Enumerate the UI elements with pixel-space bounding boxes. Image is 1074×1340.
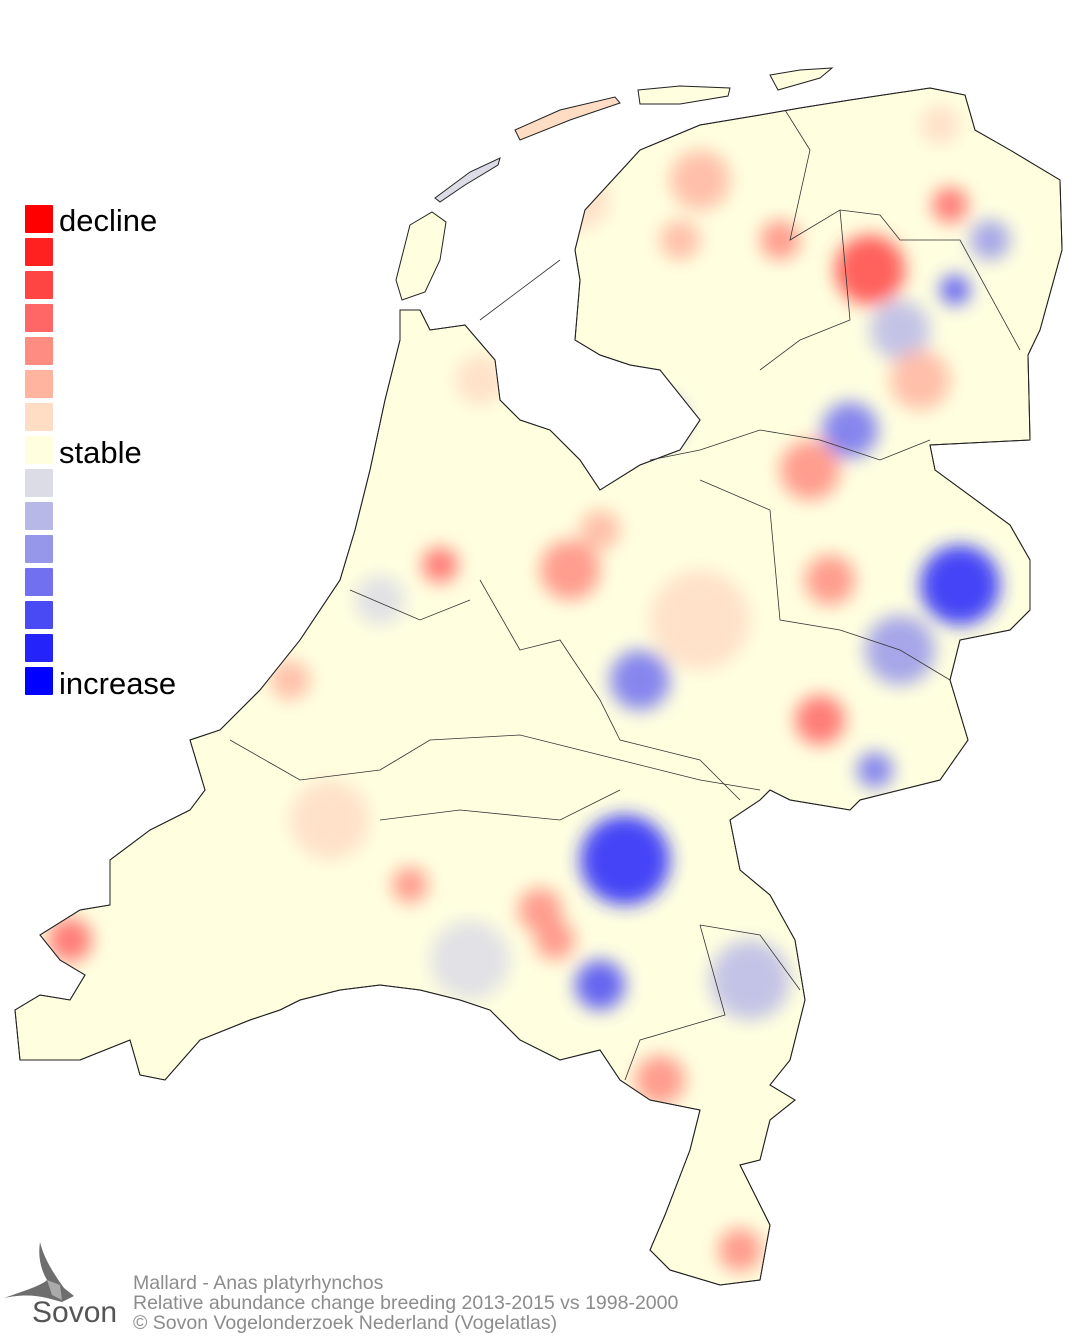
change-patch [575, 960, 625, 1010]
change-patch [580, 510, 620, 550]
legend-swatch [25, 271, 53, 299]
island-vlieland [434, 157, 501, 203]
sovon-logo-text: Sovon [32, 1296, 118, 1329]
legend-swatch [25, 634, 53, 662]
island-ameland [637, 85, 731, 105]
change-patch [422, 547, 458, 583]
change-patch [550, 170, 610, 230]
legend-swatch [25, 535, 53, 563]
sovon-swallow-logo-icon [4, 1242, 74, 1302]
change-patch [455, 355, 505, 405]
species-name: Mallard - Anas platyrhynchos [133, 1272, 384, 1294]
change-patch [610, 650, 670, 710]
legend-swatch [25, 502, 53, 530]
change-patch [290, 780, 370, 860]
change-patch [535, 920, 575, 960]
change-patch [355, 575, 405, 625]
legend-label-increase: increase [59, 666, 177, 701]
change-patch [870, 300, 930, 360]
change-patch [920, 105, 960, 145]
change-patch [932, 187, 968, 223]
change-patch [920, 545, 1000, 625]
legend-swatch [25, 370, 53, 398]
change-patch [650, 570, 750, 670]
change-patch [857, 752, 893, 788]
change-patch [795, 695, 845, 745]
island-texel [395, 211, 447, 301]
change-patch [822, 402, 878, 458]
change-patch [635, 1055, 685, 1105]
change-patch [48, 918, 92, 962]
change-patch [710, 940, 790, 1020]
change-patch [970, 220, 1010, 260]
change-patch [670, 150, 730, 210]
island-terschelling [514, 96, 621, 141]
legend-swatch [25, 304, 53, 332]
map-description: Relative abundance change breeding 2013-… [133, 1292, 679, 1314]
legend-swatch [25, 238, 53, 266]
legend-swatch [25, 403, 53, 431]
island-schiermonnikoog [769, 67, 834, 91]
legend-swatch [25, 205, 53, 233]
change-patch [835, 235, 905, 305]
copyright: © Sovon Vogelonderzoek Nederland (Vogela… [133, 1312, 558, 1334]
change-patch [635, 395, 685, 445]
legend-swatch [25, 667, 53, 695]
change-patch [430, 920, 510, 1000]
change-patch [940, 275, 970, 305]
change-patch [760, 220, 800, 260]
legend-swatch [25, 601, 53, 629]
legend-label-stable: stable [59, 435, 142, 470]
legend-swatch [25, 568, 53, 596]
change-patch [660, 220, 700, 260]
map-caption: Mallard - Anas platyrhynchos Relative ab… [133, 1273, 678, 1333]
province-borders [229, 109, 1021, 1081]
change-patch [718, 1228, 762, 1272]
legend-swatch [25, 337, 53, 365]
change-patch [270, 660, 310, 700]
legend-label-decline: decline [59, 203, 158, 238]
change-patch [805, 555, 855, 605]
change-patch [580, 815, 670, 905]
change-patch [890, 350, 950, 410]
legend-swatch [25, 436, 53, 464]
change-patch [780, 440, 840, 500]
change-patch [540, 540, 600, 600]
legend-swatch [25, 469, 53, 497]
change-patch [392, 867, 428, 903]
